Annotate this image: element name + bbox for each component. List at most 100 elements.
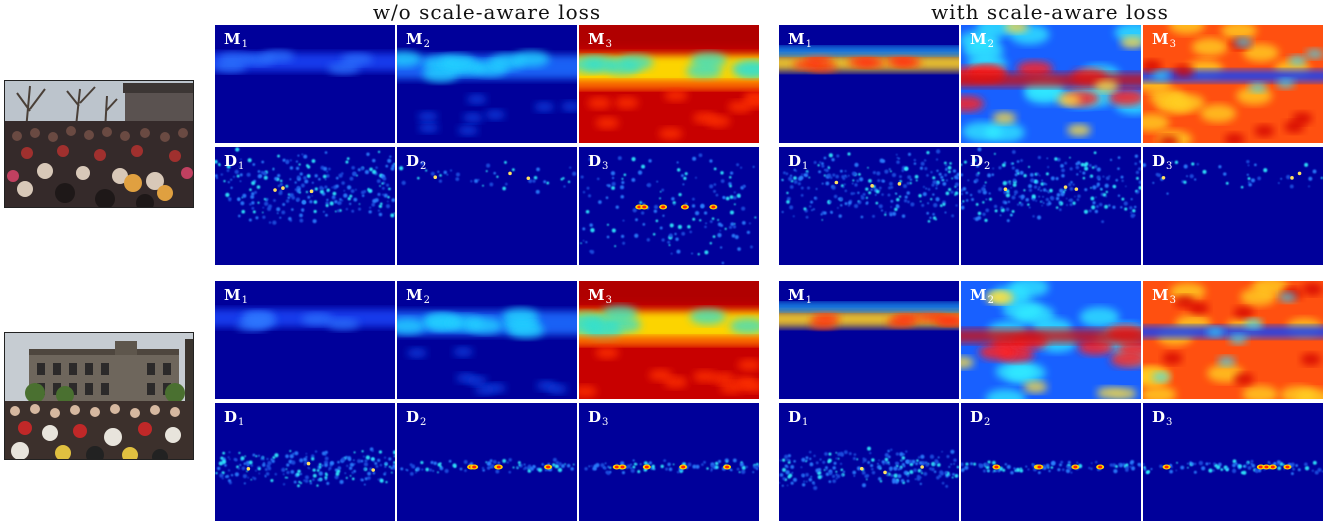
density-heatmap: [779, 403, 959, 521]
tile-label-subscript: 3: [1169, 39, 1176, 50]
tile-label-subscript: 3: [1166, 417, 1173, 428]
tile-label-letter: M: [788, 30, 805, 48]
mask-heatmap: [397, 281, 577, 399]
tile-label: M3: [588, 30, 612, 54]
tile-label-subscript: 1: [802, 417, 809, 428]
mask-map-tile: M2: [961, 25, 1141, 143]
mask-heatmap: [215, 25, 395, 143]
tile-label: M2: [406, 286, 430, 310]
tile-label-subscript: 2: [984, 417, 991, 428]
tile-label: M3: [1152, 30, 1176, 54]
density-heatmap: [779, 147, 959, 265]
mask-map-tile: M3: [579, 25, 759, 143]
tile-label: M2: [406, 30, 430, 54]
tile-label-letter: D: [788, 408, 802, 426]
density-heatmap: [215, 147, 395, 265]
tile-label-letter: M: [406, 30, 423, 48]
mask-map-tile: M2: [397, 281, 577, 399]
tile-label-subscript: 3: [602, 161, 609, 172]
tile-label-letter: D: [224, 408, 238, 426]
tile-label: M2: [970, 286, 994, 310]
tile-label-letter: D: [224, 152, 238, 170]
tile-label-subscript: 3: [1166, 161, 1173, 172]
tile-label: D1: [788, 152, 808, 176]
mask-heatmap: [579, 281, 759, 399]
tile-label-subscript: 2: [423, 39, 430, 50]
tile-label: D1: [224, 408, 244, 432]
tile-label-letter: M: [224, 286, 241, 304]
density-heatmap: [579, 147, 759, 265]
tile-label-letter: D: [588, 408, 602, 426]
mask-heatmap: [779, 25, 959, 143]
density-map-tile: D3: [579, 147, 759, 265]
density-heatmap: [215, 403, 395, 521]
density-map-tile: D2: [961, 403, 1141, 521]
density-map-tile: D1: [215, 403, 395, 521]
tile-label: M1: [224, 30, 248, 54]
tile-label-subscript: 3: [1169, 295, 1176, 306]
tile-label-letter: D: [1152, 152, 1166, 170]
tile-label: M3: [1152, 286, 1176, 310]
tile-label-letter: M: [588, 286, 605, 304]
tile-label-subscript: 1: [238, 161, 245, 172]
mask-map-tile: M3: [1143, 281, 1323, 399]
tile-label: D3: [1152, 408, 1172, 432]
tile-label-subscript: 1: [238, 417, 245, 428]
density-map-tile: D2: [397, 403, 577, 521]
density-map-tile: D3: [1143, 147, 1323, 265]
tile-label: M2: [970, 30, 994, 54]
mask-heatmap: [779, 281, 959, 399]
density-map-tile: D2: [397, 147, 577, 265]
mask-heatmap: [397, 25, 577, 143]
tile-label-letter: D: [406, 408, 420, 426]
mask-map-tile: M3: [1143, 25, 1323, 143]
mask-map-tile: M1: [215, 281, 395, 399]
tile-label: D2: [970, 408, 990, 432]
tile-label-letter: M: [970, 30, 987, 48]
tile-label: D3: [1152, 152, 1172, 176]
density-heatmap: [1143, 147, 1323, 265]
tile-label: M3: [588, 286, 612, 310]
tile-label-letter: D: [970, 408, 984, 426]
mask-map-tile: M1: [779, 281, 959, 399]
heading-with-scale-aware-loss: with scale-aware loss: [931, 0, 1169, 24]
mask-map-tile: M2: [961, 281, 1141, 399]
mask-map-tile: M1: [779, 25, 959, 143]
mask-map-tile: M2: [397, 25, 577, 143]
tile-label-letter: D: [1152, 408, 1166, 426]
tile-label-subscript: 2: [423, 295, 430, 306]
density-map-tile: D2: [961, 147, 1141, 265]
tile-label-letter: M: [224, 30, 241, 48]
tile-label: D1: [224, 152, 244, 176]
density-heatmap: [961, 403, 1141, 521]
tile-label-letter: D: [588, 152, 602, 170]
tile-label-subscript: 2: [987, 295, 994, 306]
mask-map-tile: M3: [579, 281, 759, 399]
tile-label-subscript: 2: [987, 39, 994, 50]
tile-label: D1: [788, 408, 808, 432]
mask-heatmap: [579, 25, 759, 143]
density-map-tile: D3: [1143, 403, 1323, 521]
mask-heatmap: [1143, 25, 1323, 143]
tile-label-subscript: 2: [420, 161, 427, 172]
tile-label-letter: M: [1152, 286, 1169, 304]
tile-label-letter: M: [970, 286, 987, 304]
mask-heatmap: [961, 25, 1141, 143]
mask-heatmap: [961, 281, 1141, 399]
tile-label-letter: D: [970, 152, 984, 170]
tile-label-subscript: 3: [605, 39, 612, 50]
tile-label-subscript: 1: [802, 161, 809, 172]
tile-label-letter: D: [406, 152, 420, 170]
density-map-tile: D1: [779, 147, 959, 265]
tile-label-letter: M: [788, 286, 805, 304]
tile-label-subscript: 1: [241, 295, 248, 306]
tile-label: D2: [970, 152, 990, 176]
tile-label: D3: [588, 408, 608, 432]
crowd-photo-1: [4, 80, 194, 208]
tile-label-subscript: 2: [984, 161, 991, 172]
mask-map-tile: M1: [215, 25, 395, 143]
tile-label: D2: [406, 408, 426, 432]
mask-heatmap: [215, 281, 395, 399]
tile-label-subscript: 1: [805, 39, 812, 50]
tile-label-letter: M: [588, 30, 605, 48]
